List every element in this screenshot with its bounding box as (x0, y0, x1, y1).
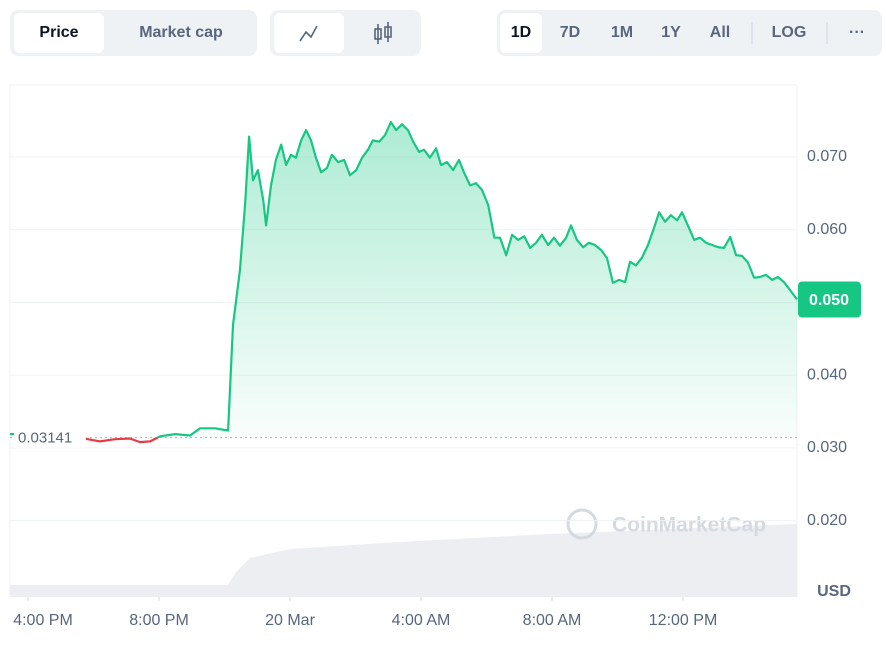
x-tick-label: 8:00 AM (523, 612, 582, 629)
candle-icon[interactable] (374, 22, 392, 44)
volume-bars (10, 524, 797, 597)
current-price-label: 0.050 (809, 292, 849, 309)
range-toggle (497, 10, 882, 56)
y-tick-label: 0.060 (807, 221, 847, 238)
currency-label: USD (817, 583, 851, 600)
y-tick-label: 0.040 (807, 366, 847, 383)
y-tick-label: 0.030 (807, 439, 847, 456)
range-button[interactable]: 7D (560, 24, 580, 41)
line-icon (299, 25, 318, 42)
line-chart-button[interactable] (274, 13, 344, 53)
watermark-logo (566, 508, 598, 540)
y-tick-label: 0.070 (807, 148, 847, 165)
active-range[interactable] (500, 13, 542, 53)
range-button[interactable]: All (710, 24, 730, 41)
price-area (10, 122, 797, 443)
range-button[interactable]: 1M (611, 24, 633, 41)
price-line (9, 121, 798, 444)
range-button[interactable]: 1D (511, 24, 531, 41)
watermark: CoinMarketCap (612, 514, 766, 537)
range-button[interactable]: 1Y (661, 24, 681, 41)
x-tick-label: 12:00 PM (649, 612, 717, 629)
baseline-label-bg (14, 427, 86, 448)
more-button[interactable]: ··· (849, 24, 865, 41)
tab-market-cap[interactable]: Market cap (139, 24, 223, 41)
plot: 0.020 0.030 0.040 0.050 0.060 0.070 4:00 PM 8:0… (9, 121, 861, 629)
tab-price[interactable]: Price (39, 24, 78, 41)
x-tick-label: 4:00 AM (392, 612, 451, 629)
x-tick-label: 20 Mar (265, 612, 315, 629)
y-tick-label: 0.020 (807, 512, 847, 529)
x-tick-label: 8:00 PM (129, 612, 189, 629)
x-tick-label: 4:00 PM (13, 612, 73, 629)
baseline-label: 0.03141 (18, 430, 72, 447)
active-tab[interactable] (14, 13, 104, 53)
log-button[interactable]: LOG (772, 24, 807, 41)
current-price-box (798, 281, 861, 318)
